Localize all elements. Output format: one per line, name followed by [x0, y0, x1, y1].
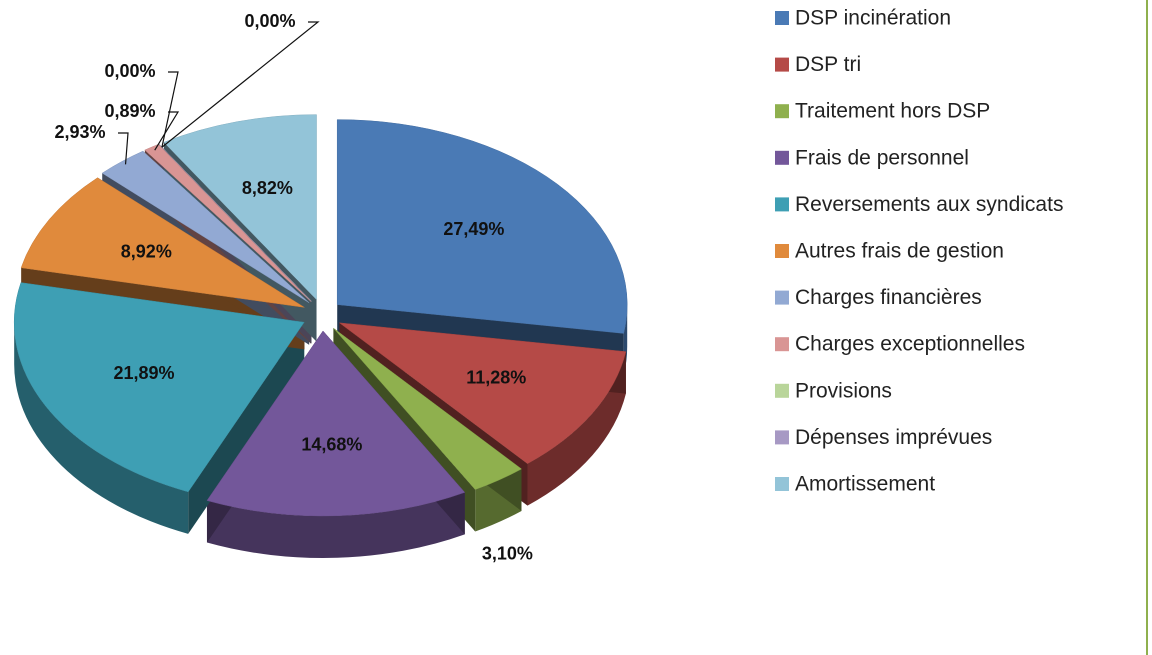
legend-swatch — [775, 383, 789, 398]
slice-side — [527, 351, 626, 506]
pie-slice — [13, 282, 305, 493]
pie-slice — [336, 119, 628, 334]
legend-label: Charges exceptionnelles — [795, 333, 1025, 356]
leader-line — [161, 21, 320, 148]
legend-label: DSP incinération — [795, 7, 951, 30]
legend-swatch — [775, 337, 789, 352]
legend-label: Provisions — [795, 379, 892, 402]
legend-swatch — [775, 430, 789, 445]
legend-label: Frais de personnel — [795, 146, 969, 169]
leader-line — [118, 132, 129, 165]
legend-swatch — [775, 104, 789, 119]
legend-label: Charges financières — [795, 286, 982, 309]
data-label: 11,28% — [466, 368, 526, 388]
slice-side — [206, 492, 465, 558]
data-label: 2,93% — [54, 122, 105, 142]
legend-label: DSP tri — [795, 53, 861, 76]
pie-slice — [206, 330, 466, 517]
data-label: 8,82% — [242, 178, 293, 198]
data-label: 0,00% — [244, 11, 295, 31]
legend-swatch — [775, 57, 789, 72]
legend-swatch — [775, 11, 789, 25]
pie-slice — [20, 177, 305, 308]
data-label: 0,00% — [104, 61, 155, 81]
legend-swatch — [775, 150, 789, 165]
data-label: 21,89% — [113, 363, 174, 383]
slice-wall — [188, 322, 305, 534]
data-label: 8,92% — [121, 242, 172, 262]
data-label: 27,49% — [443, 219, 504, 239]
legend-label: Autres frais de gestion — [795, 240, 1004, 263]
leader-line — [161, 71, 179, 148]
pie-slice — [338, 322, 627, 464]
leader-line — [154, 111, 180, 151]
legend-swatch — [775, 290, 789, 305]
legend-swatch — [775, 244, 789, 258]
legend-label: Traitement hors DSP — [795, 100, 990, 123]
data-label: 14,68% — [301, 434, 362, 454]
pie-slice — [333, 327, 522, 490]
slice-side — [14, 322, 189, 534]
legend-label: Reversements aux syndicats — [795, 193, 1063, 216]
legend-swatch — [775, 477, 789, 491]
pie-slice — [101, 150, 310, 303]
legend-label: Amortissement — [795, 473, 935, 496]
data-label: 0,89% — [104, 101, 155, 121]
data-label: 3,10% — [482, 543, 533, 563]
legend-label: Dépenses imprévues — [795, 426, 992, 449]
legend-swatch — [775, 197, 789, 212]
